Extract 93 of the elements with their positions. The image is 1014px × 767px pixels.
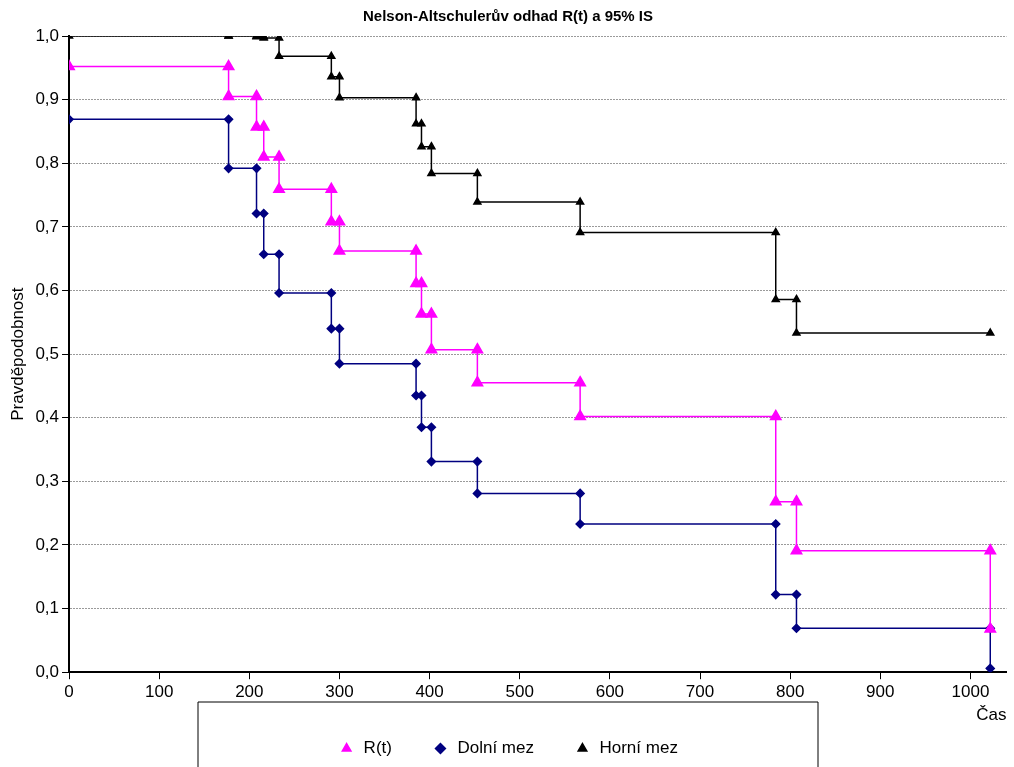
- point: [426, 456, 437, 467]
- legend-label: Dolní mez: [457, 738, 534, 758]
- point: [335, 71, 344, 80]
- point: [770, 589, 781, 600]
- x-tick-label: 100: [144, 682, 174, 702]
- point: [417, 141, 426, 150]
- y-axis-title: Pravděpodobnost: [7, 287, 27, 421]
- point: [425, 342, 438, 354]
- point: [575, 227, 585, 236]
- point: [410, 244, 423, 255]
- point: [411, 358, 421, 369]
- y-tick-label: 1,0: [35, 25, 60, 45]
- point: [327, 51, 336, 60]
- point: [327, 71, 336, 80]
- point: [411, 92, 421, 101]
- point: [415, 276, 428, 288]
- point: [325, 182, 338, 194]
- point: [326, 323, 337, 334]
- x-tick-label: 600: [595, 682, 625, 702]
- point: [792, 328, 801, 336]
- x-axis-title: Čas: [976, 705, 1007, 725]
- x-tick-label: 400: [415, 682, 444, 702]
- x-tick-label: 0: [64, 682, 74, 702]
- point: [333, 244, 346, 255]
- y-tick-label: 0,4: [35, 407, 60, 427]
- point: [274, 51, 284, 60]
- point: [334, 358, 345, 369]
- legend-label: R(t): [363, 738, 392, 758]
- y-tick-label: 0,5: [35, 343, 60, 363]
- point: [791, 623, 802, 634]
- point: [257, 150, 270, 161]
- point: [471, 342, 484, 354]
- point: [251, 163, 262, 174]
- point: [472, 488, 483, 499]
- point: [790, 543, 803, 555]
- point: [257, 120, 270, 131]
- point: [415, 307, 428, 318]
- point: [771, 227, 780, 236]
- point: [791, 589, 802, 600]
- point: [222, 59, 235, 71]
- point: [335, 92, 344, 101]
- point: [472, 456, 483, 467]
- point: [223, 163, 234, 174]
- point: [274, 288, 284, 298]
- point: [986, 328, 995, 336]
- point: [769, 494, 782, 506]
- point: [575, 197, 585, 205]
- x-tick-label: 500: [505, 682, 534, 702]
- point: [223, 114, 234, 125]
- point: [258, 249, 269, 259]
- x-tick-label: 1000: [951, 682, 990, 702]
- y-tick-label: 0,3: [35, 471, 60, 491]
- y-tick-label: 0,6: [35, 280, 60, 300]
- point: [416, 422, 427, 433]
- point: [274, 249, 284, 259]
- point: [473, 168, 482, 177]
- legend-label: Horní mez: [599, 738, 678, 758]
- point: [984, 543, 997, 555]
- y-tick-label: 0,0: [35, 661, 60, 681]
- point: [426, 422, 437, 433]
- point: [575, 488, 585, 499]
- x-tick-label: 200: [235, 682, 264, 702]
- y-tick-label: 0,8: [35, 152, 60, 172]
- point: [574, 409, 587, 421]
- x-tick-label: 900: [866, 682, 895, 702]
- point: [427, 141, 436, 150]
- point: [574, 375, 587, 387]
- y-tick-label: 0,1: [35, 598, 60, 618]
- point: [250, 89, 263, 101]
- point: [985, 663, 996, 673]
- point: [333, 215, 346, 226]
- x-tick-label: 700: [685, 682, 715, 702]
- point: [471, 375, 484, 387]
- point: [326, 288, 337, 298]
- point: [334, 323, 345, 334]
- point: [427, 168, 436, 177]
- point: [273, 182, 286, 194]
- point: [273, 150, 286, 161]
- point: [222, 89, 235, 101]
- point: [792, 294, 801, 303]
- point: [769, 409, 782, 421]
- y-tick-label: 0,2: [35, 534, 60, 554]
- point: [425, 307, 438, 318]
- chart-title: Nelson-Altschulerův odhad R(t) a 95% IS: [362, 7, 654, 25]
- point: [770, 519, 781, 529]
- point: [575, 519, 585, 529]
- point: [473, 197, 482, 205]
- x-tick-label: 800: [775, 682, 805, 702]
- point: [771, 294, 780, 303]
- y-tick-label: 0,7: [35, 216, 60, 236]
- point: [790, 494, 803, 506]
- y-tick-label: 0,9: [35, 89, 60, 109]
- x-tick-label: 300: [325, 682, 354, 702]
